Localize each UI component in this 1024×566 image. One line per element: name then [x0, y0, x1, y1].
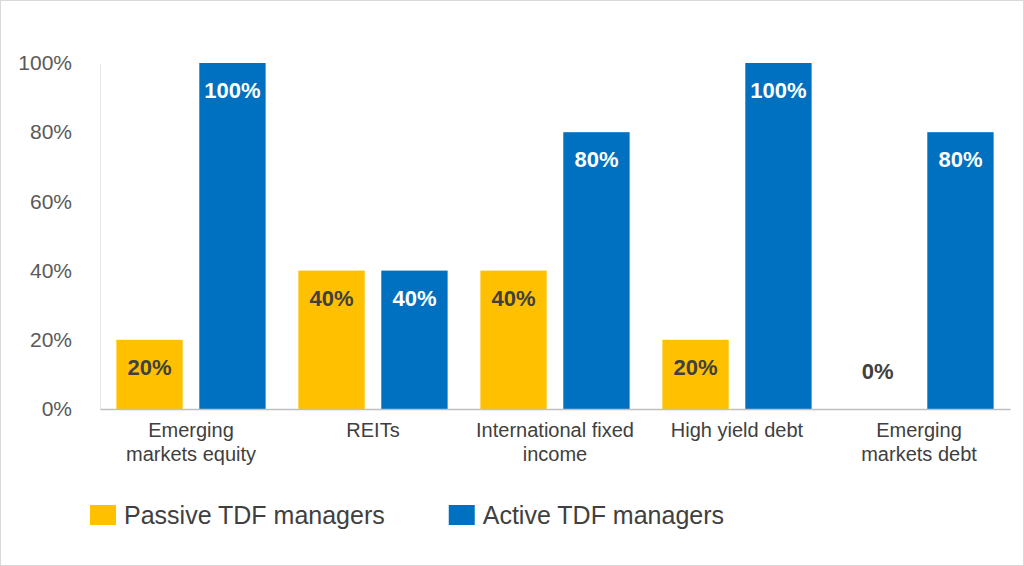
chart-border — [1, 1, 1024, 566]
x-tick-label: International fixedincome — [476, 419, 634, 465]
x-tick-label-line: markets debt — [861, 443, 977, 465]
bar — [381, 271, 447, 409]
data-label: 100% — [204, 78, 260, 103]
legend-swatch — [449, 505, 475, 525]
y-tick: 60% — [30, 190, 100, 213]
bar — [116, 340, 182, 409]
x-tick: REITs — [346, 409, 399, 441]
y-tick: 20% — [30, 328, 100, 351]
plot: 0%20%40%60%80%100%Emergingmarkets equity… — [18, 51, 1010, 465]
bar — [298, 271, 364, 409]
x-tick: Emergingmarkets debt — [861, 409, 977, 465]
data-label: 40% — [310, 286, 354, 311]
legend-swatch — [90, 505, 116, 525]
y-tick: 80% — [30, 120, 100, 143]
data-label: 20% — [674, 355, 718, 380]
x-tick-label: Emergingmarkets debt — [861, 419, 977, 465]
legend-label: Active TDF managers — [483, 501, 724, 529]
legend-label: Passive TDF managers — [124, 501, 385, 529]
x-tick-label-line: International fixed — [476, 419, 634, 441]
legend-item: Active TDF managers — [449, 501, 724, 529]
data-label: 40% — [392, 286, 436, 311]
x-tick: International fixedincome — [476, 409, 634, 465]
x-tick-label-line: REITs — [346, 419, 399, 441]
data-label: 80% — [574, 147, 618, 172]
y-tick: 0% — [42, 397, 100, 420]
y-tick-label: 60% — [30, 190, 72, 213]
x-tick-label: REITs — [346, 419, 399, 441]
x-tick-label-line: Emerging — [148, 419, 234, 441]
y-tick: 100% — [18, 51, 100, 74]
x-tick: High yield debt — [671, 409, 804, 441]
x-tick-label-line: markets equity — [126, 443, 256, 465]
bar — [199, 63, 265, 409]
x-axis-line — [101, 409, 1011, 411]
x-tick-label: High yield debt — [671, 419, 804, 441]
y-tick-label: 40% — [30, 259, 72, 282]
bar — [745, 63, 811, 409]
y-tick-label: 80% — [30, 120, 72, 143]
bar — [927, 132, 993, 409]
legend-item: Passive TDF managers — [90, 501, 385, 529]
y-tick-label: 0% — [42, 397, 72, 420]
y-axis-line — [100, 64, 101, 410]
legend: Passive TDF managers Active TDF managers — [90, 501, 724, 529]
y-axis: 0% 20% 40% 60% 80% 100% — [18, 51, 100, 420]
data-label: 100% — [750, 78, 806, 103]
y-tick: 40% — [30, 259, 100, 282]
bar — [480, 271, 546, 409]
data-label: 40% — [492, 286, 536, 311]
data-label: 20% — [128, 355, 172, 380]
y-tick-label: 20% — [30, 328, 72, 351]
bars — [116, 63, 993, 409]
x-axis: Emergingmarkets equityREITsInternational… — [101, 409, 1011, 465]
x-tick-label-line: income — [523, 443, 587, 465]
bar — [563, 132, 629, 409]
x-tick-label-line: Emerging — [876, 419, 962, 441]
data-labels: 20% 40% 40% 20% 0% 100% 40% 80% 100% 80% — [128, 78, 983, 384]
bar — [662, 340, 728, 409]
x-tick: Emergingmarkets equity — [126, 409, 256, 465]
chart: 0%20%40%60%80%100%Emergingmarkets equity… — [0, 0, 1024, 566]
x-tick-label-line: High yield debt — [671, 419, 804, 441]
y-tick-label: 100% — [18, 51, 72, 74]
data-label: 0% — [862, 359, 894, 384]
x-tick-label: Emergingmarkets equity — [126, 419, 256, 465]
data-label: 80% — [938, 147, 982, 172]
